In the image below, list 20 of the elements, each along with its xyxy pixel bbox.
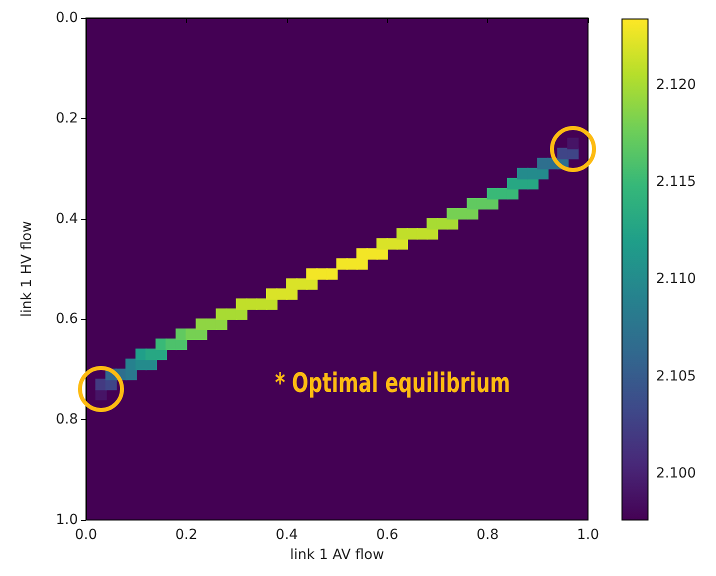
y-tick-label: 0.0 bbox=[56, 10, 78, 26]
x-tick-label: 0.6 bbox=[376, 527, 398, 543]
annotation: * Optimal equilibrium bbox=[275, 368, 510, 399]
x-tick-label: 0.2 bbox=[175, 527, 198, 543]
y-tick-label: 1.0 bbox=[56, 512, 78, 528]
y-axis-title: link 1 HV flow bbox=[19, 221, 35, 317]
color-bar-label: 2.115 bbox=[656, 174, 696, 190]
y-tick-label: 0.2 bbox=[56, 110, 78, 126]
color-bar-label: 2.100 bbox=[656, 465, 696, 482]
x-tick-label: 0.0 bbox=[74, 527, 98, 543]
color-bar-label: 2.110 bbox=[656, 271, 696, 288]
x-tick-label: 0.8 bbox=[476, 527, 499, 543]
color-bar-label: 2.120 bbox=[656, 77, 696, 94]
color-bar-label: 2.105 bbox=[656, 368, 696, 384]
y-tick-label: 0.6 bbox=[56, 311, 78, 328]
y-tick-label: 0.8 bbox=[56, 412, 78, 428]
y-tick-label: 0.4 bbox=[56, 210, 78, 227]
x-tick-label: 0.4 bbox=[276, 527, 298, 543]
x-axis-title: link 1 AV flow bbox=[290, 547, 384, 563]
x-tick-label: 1.0 bbox=[576, 527, 600, 543]
